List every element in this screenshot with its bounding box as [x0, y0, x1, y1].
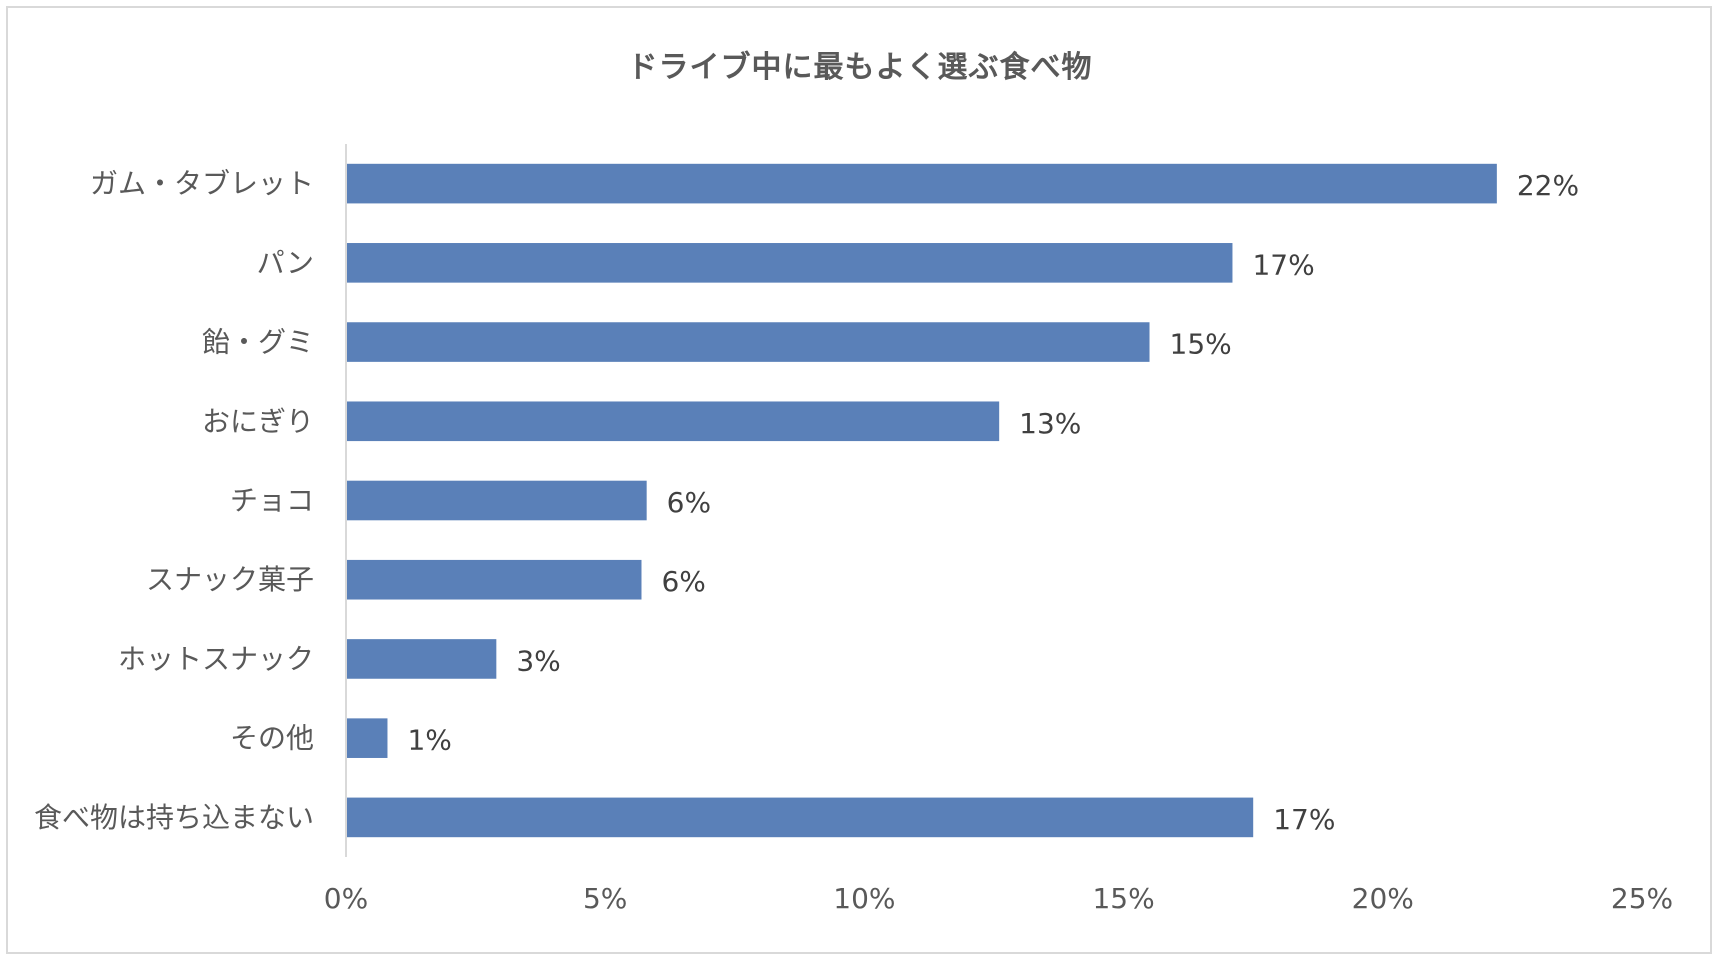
data-label: 3% — [516, 644, 560, 677]
bars-layer — [346, 163, 1497, 838]
bar — [346, 322, 1150, 362]
category-label: チョコ — [230, 484, 314, 517]
data-label: 13% — [1019, 407, 1081, 440]
bar — [346, 243, 1233, 283]
chart-title: ドライブ中に最もよく選ぶ食べ物 — [627, 50, 1093, 85]
x-tick-label: 5% — [583, 882, 627, 915]
data-label: 1% — [407, 724, 451, 757]
data-label: 22% — [1517, 169, 1579, 202]
category-label: 食べ物は持ち込まない — [34, 801, 314, 834]
x-tick-label: 15% — [1092, 882, 1154, 915]
category-label: おにぎり — [202, 405, 314, 438]
data-label: 17% — [1252, 248, 1314, 281]
data-label: 6% — [661, 565, 705, 598]
x-axis-ticks: 0% 5% 10% 15% 20% 25% — [324, 882, 1673, 915]
data-label: 15% — [1170, 328, 1232, 361]
bar — [346, 163, 1497, 204]
category-label: ガム・タブレット — [90, 167, 314, 200]
category-label: その他 — [230, 722, 314, 755]
bar — [346, 480, 647, 521]
data-label: 6% — [667, 486, 711, 519]
bar — [346, 559, 642, 600]
data-labels: 22% 17% 15% 13% 6% 6% 3% 1% 17% — [407, 169, 1579, 836]
bar — [346, 797, 1254, 838]
category-labels: ガム・タブレットパン飴・グミおにぎりチョコスナック菓子ホットスナックその他食べ物… — [34, 167, 314, 834]
bar — [346, 718, 388, 758]
category-label: パン — [257, 246, 314, 279]
x-tick-label: 20% — [1352, 882, 1414, 915]
category-label: ホットスナック — [118, 642, 314, 675]
x-tick-label: 10% — [833, 882, 895, 915]
x-tick-label: 25% — [1611, 882, 1673, 915]
data-label: 17% — [1273, 803, 1335, 836]
bar — [346, 401, 1000, 442]
category-label: スナック菓子 — [146, 563, 314, 596]
x-tick-label: 0% — [324, 882, 368, 915]
category-label: 飴・グミ — [202, 326, 314, 359]
bar — [346, 639, 497, 679]
